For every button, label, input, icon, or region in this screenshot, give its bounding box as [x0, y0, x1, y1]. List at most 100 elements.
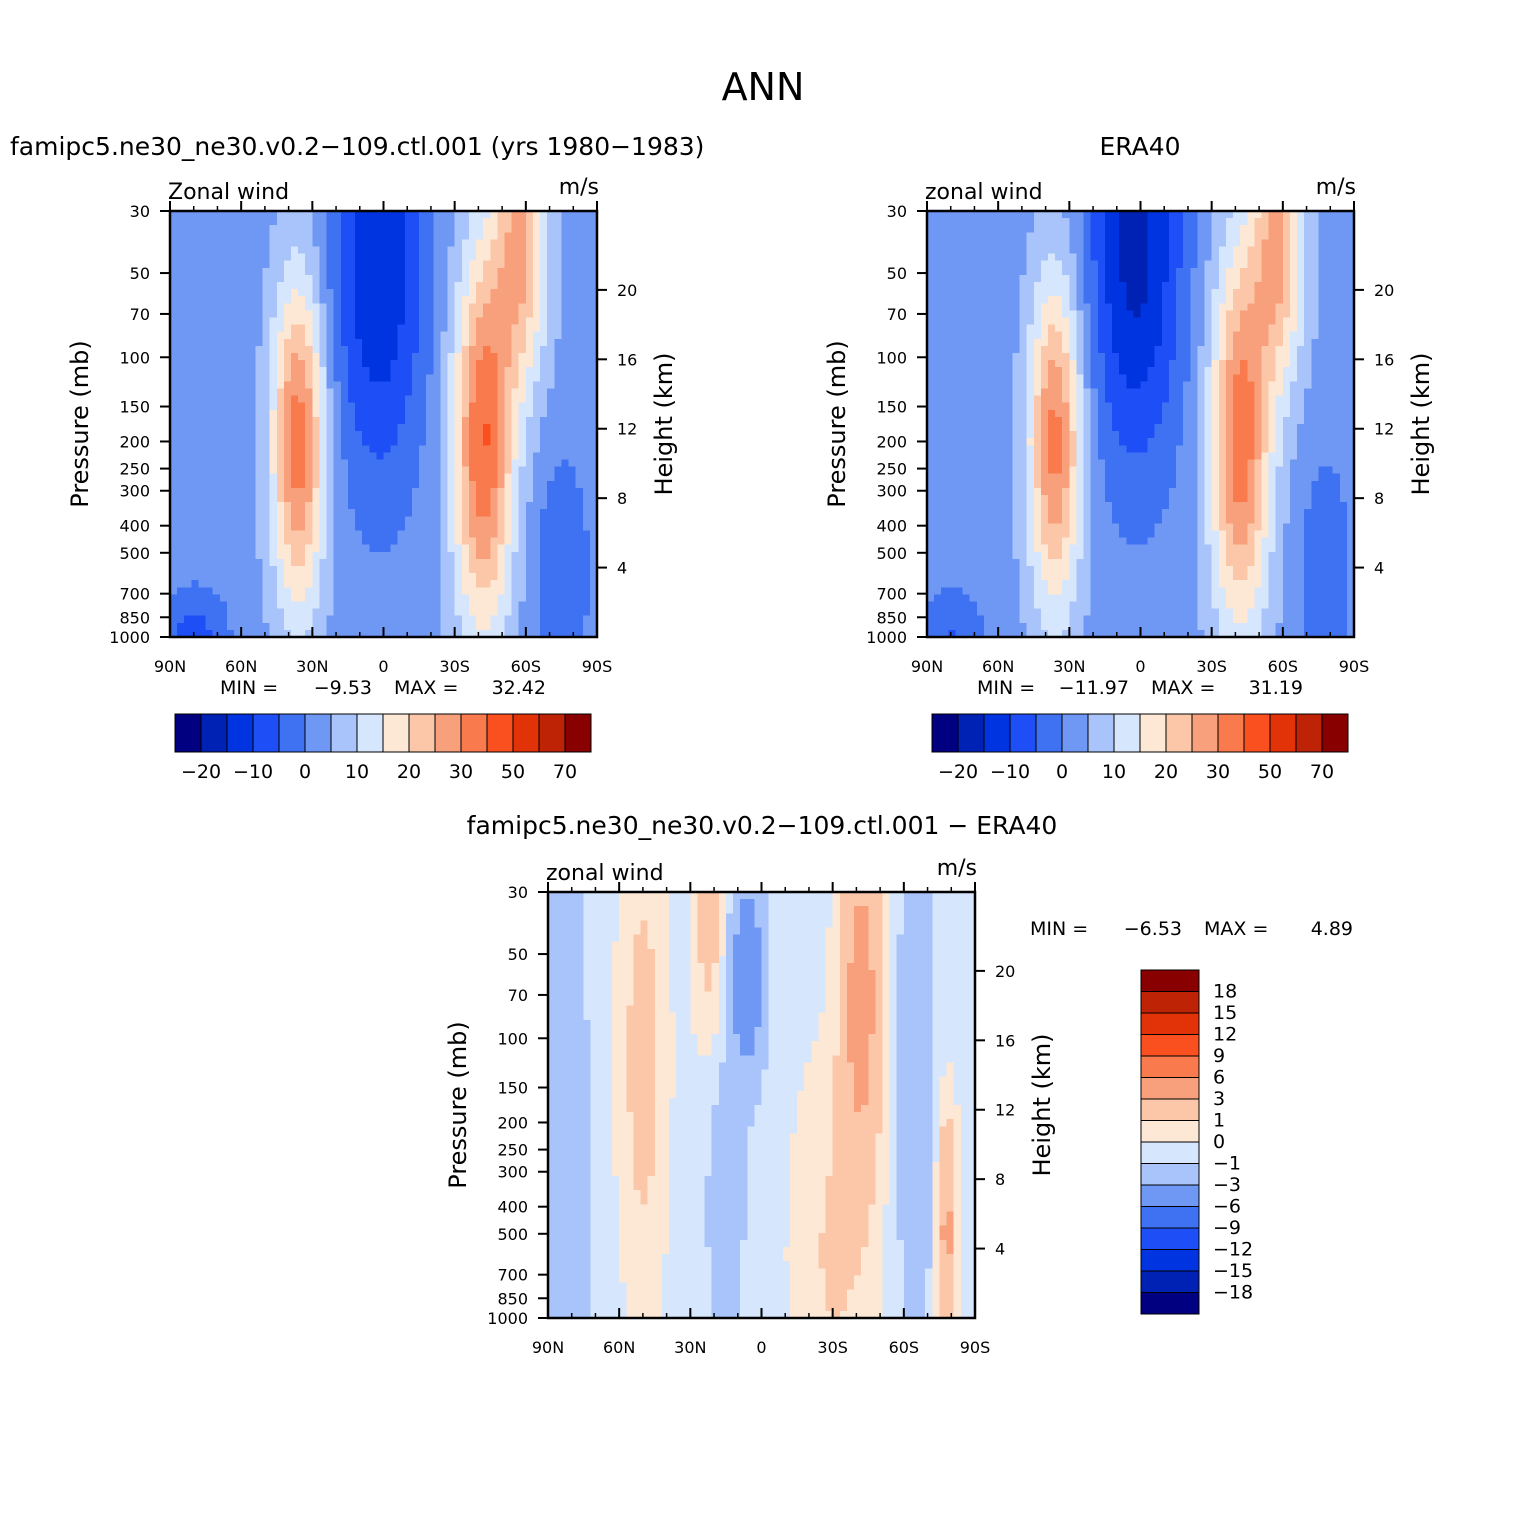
field-cell	[526, 417, 534, 425]
field-cell	[1012, 516, 1020, 524]
field-cell	[234, 502, 242, 510]
field-cell	[934, 431, 942, 439]
field-cell	[391, 318, 399, 326]
field-cell	[533, 310, 541, 318]
field-cell	[948, 559, 956, 567]
field-cell	[412, 531, 420, 539]
field-cell	[327, 410, 335, 418]
field-cell	[583, 296, 591, 304]
field-cell	[462, 538, 470, 546]
field-cell	[312, 523, 320, 531]
field-cell	[298, 474, 306, 482]
field-cell	[963, 346, 971, 354]
field-cell	[291, 495, 299, 503]
field-cell	[497, 232, 505, 240]
min-value: −9.53	[314, 677, 372, 699]
field-cell	[412, 573, 420, 581]
field-cell	[970, 282, 978, 290]
field-cell	[526, 552, 534, 560]
field-cell	[398, 594, 406, 602]
field-cell	[248, 573, 256, 581]
field-cell	[576, 381, 584, 389]
field-cell	[504, 516, 512, 524]
field-cell	[426, 346, 434, 354]
field-cell	[355, 381, 363, 389]
field-cell	[583, 325, 591, 333]
field-cell	[263, 502, 271, 510]
field-cell	[184, 254, 192, 262]
field-cell	[277, 396, 285, 404]
field-cell	[1020, 289, 1028, 297]
field-cell	[497, 623, 505, 631]
field-cell	[284, 623, 292, 631]
field-cell	[412, 452, 420, 460]
field-cell	[526, 474, 534, 482]
colorbar-swatch	[175, 714, 201, 752]
field-cell	[206, 587, 214, 595]
field-cell	[497, 573, 505, 581]
field-cell	[955, 410, 963, 418]
field-cell	[561, 410, 569, 418]
field-cell	[554, 509, 562, 517]
field-cell	[1027, 538, 1035, 546]
field-cell	[483, 424, 491, 432]
field-cell	[369, 481, 377, 489]
field-cell	[483, 239, 491, 247]
field-cell	[1048, 247, 1056, 255]
field-cell	[227, 247, 235, 255]
field-cell	[998, 474, 1006, 482]
field-cell	[1020, 239, 1028, 247]
field-cell	[554, 523, 562, 531]
field-cell	[1041, 552, 1049, 560]
field-cell	[241, 474, 249, 482]
field-cell	[191, 545, 199, 553]
field-cell	[384, 303, 392, 311]
field-cell	[934, 396, 942, 404]
field-cell	[362, 346, 370, 354]
field-cell	[369, 559, 377, 567]
field-cell	[561, 594, 569, 602]
field-cell	[362, 374, 370, 382]
field-cell	[334, 488, 342, 496]
field-cell	[998, 254, 1006, 262]
field-cell	[213, 318, 221, 326]
field-cell	[440, 360, 448, 368]
field-cell	[412, 566, 420, 574]
field-cell	[1055, 232, 1063, 240]
field-cell	[433, 559, 441, 567]
field-cell	[270, 303, 278, 311]
field-cell	[440, 545, 448, 553]
field-cell	[255, 346, 263, 354]
field-cell	[977, 389, 985, 397]
field-cell	[369, 594, 377, 602]
field-cell	[298, 502, 306, 510]
field-cell	[490, 488, 498, 496]
field-cell	[191, 296, 199, 304]
field-cell	[1055, 445, 1063, 453]
field-cell	[376, 374, 384, 382]
field-cell	[576, 296, 584, 304]
field-cell	[519, 445, 527, 453]
field-cell	[998, 303, 1006, 311]
field-cell	[305, 516, 313, 524]
field-cell	[177, 417, 185, 425]
field-cell	[984, 303, 992, 311]
field-cell	[512, 566, 520, 574]
field-cell	[412, 431, 420, 439]
field-cell	[291, 545, 299, 553]
field-cell	[569, 609, 577, 617]
field-cell	[376, 594, 384, 602]
field-cell	[312, 538, 320, 546]
field-cell	[376, 232, 384, 240]
field-cell	[355, 474, 363, 482]
field-cell	[977, 396, 985, 404]
field-cell	[504, 424, 512, 432]
field-cell	[497, 445, 505, 453]
field-cell	[362, 218, 370, 226]
field-cell	[569, 310, 577, 318]
field-cell	[213, 474, 221, 482]
field-cell	[1020, 396, 1028, 404]
field-cell	[376, 474, 384, 482]
field-cell	[540, 545, 548, 553]
field-cell	[512, 268, 520, 276]
